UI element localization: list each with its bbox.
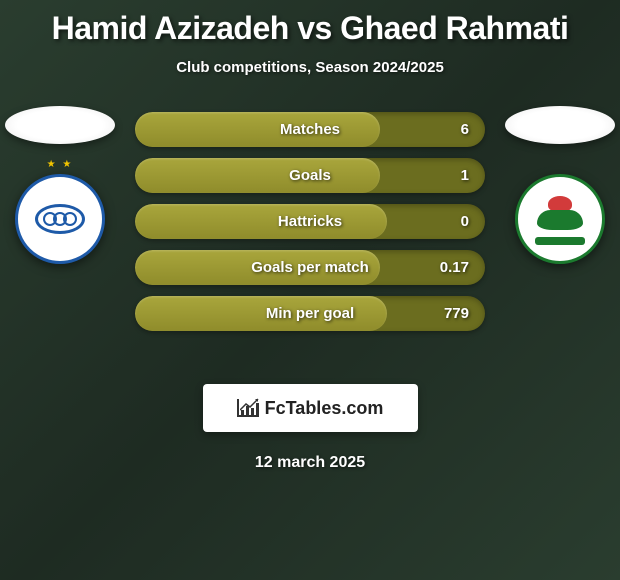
bar-value-right: 779 (444, 305, 469, 322)
page-title: Hamid Azizadeh vs Ghaed Rahmati (0, 0, 620, 47)
stars-icon: ★ ★ (47, 159, 74, 170)
stat-bar-matches: Matches 6 (135, 112, 485, 147)
bar-value-right: 0.17 (440, 259, 469, 276)
bar-value-right: 1 (461, 167, 469, 184)
logo-text: FcTables.com (265, 398, 384, 419)
stat-bars: Matches 6 Goals 1 Hattricks 0 Goals per … (135, 112, 485, 331)
stat-bar-hattricks: Hattricks 0 (135, 204, 485, 239)
left-player-avatar (5, 106, 115, 144)
bar-label: Goals per match (135, 259, 485, 276)
stat-bar-mpg: Min per goal 779 (135, 296, 485, 331)
emblem-icon (533, 192, 588, 247)
right-club-badge (515, 174, 605, 264)
right-player-avatar (505, 106, 615, 144)
source-logo[interactable]: FcTables.com (203, 384, 418, 432)
bar-value-right: 6 (461, 121, 469, 138)
stat-bar-goals: Goals 1 (135, 158, 485, 193)
bar-label: Matches (135, 121, 485, 138)
comparison-area: ★ ★ Matches 6 Goals 1 (0, 106, 620, 366)
stat-bar-gpm: Goals per match 0.17 (135, 250, 485, 285)
bar-value-right: 0 (461, 213, 469, 230)
bar-label: Goals (135, 167, 485, 184)
bar-label: Hattricks (135, 213, 485, 230)
date-label: 12 march 2025 (0, 454, 620, 472)
bar-label: Min per goal (135, 305, 485, 322)
left-column: ★ ★ (0, 106, 120, 264)
right-column (500, 106, 620, 264)
left-club-badge: ★ ★ (15, 174, 105, 264)
bar-chart-icon (237, 399, 259, 417)
rings-icon (35, 204, 85, 234)
subtitle: Club competitions, Season 2024/2025 (0, 59, 620, 76)
